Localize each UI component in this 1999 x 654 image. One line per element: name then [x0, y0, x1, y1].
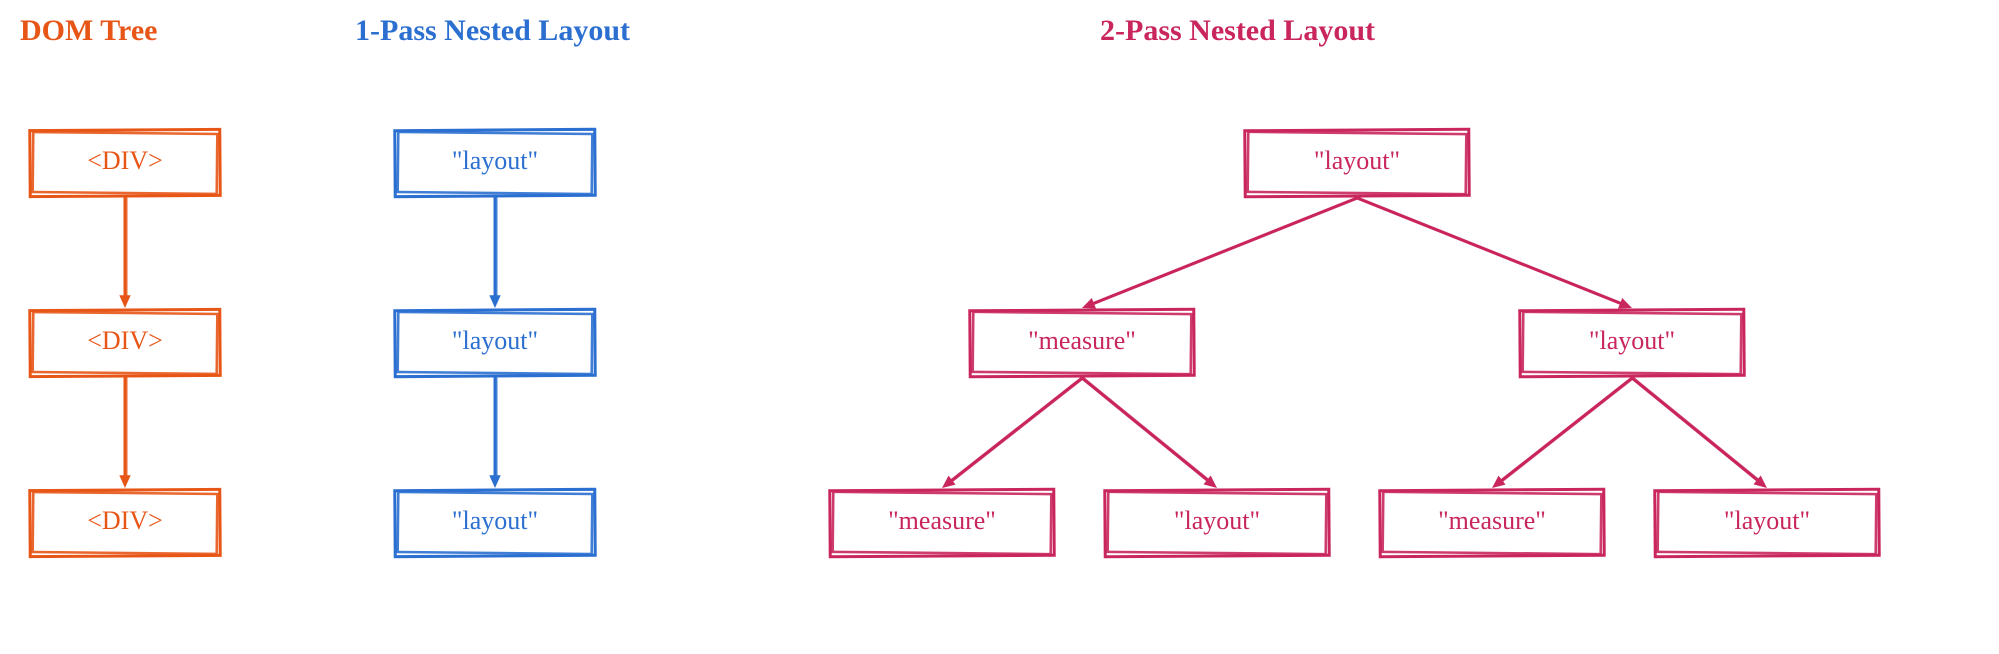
- twopass-edge: [1082, 198, 1359, 309]
- twopass-node: "measure": [830, 489, 1054, 557]
- twopass-node-label: "measure": [1028, 326, 1136, 355]
- onepass-node: "layout": [395, 489, 595, 556]
- twopass-node: "layout": [1520, 309, 1744, 377]
- twopass-node: "measure": [1380, 489, 1604, 557]
- onepass-node: "layout": [395, 309, 595, 376]
- twopass-node-label: "measure": [888, 506, 996, 535]
- onepass-node: "layout": [395, 129, 595, 196]
- twopass-edge: [942, 378, 1084, 488]
- twopass-node-label: "layout": [1314, 146, 1400, 175]
- dom-edge: [119, 198, 130, 308]
- twopass-node-label: "layout": [1589, 326, 1675, 355]
- onepass-title: 1-Pass Nested Layout: [355, 14, 630, 47]
- twopass-edge: [1082, 378, 1217, 488]
- twopass-node: "layout": [1655, 489, 1879, 557]
- dom-node: <DIV>: [30, 129, 220, 196]
- onepass-node-label: "layout": [452, 146, 538, 175]
- dom-edge: [119, 378, 130, 488]
- dom-node: <DIV>: [30, 309, 220, 376]
- dom-node-label: <DIV>: [87, 326, 163, 355]
- twopass-edge: [1632, 378, 1767, 488]
- dom-node: <DIV>: [30, 489, 220, 556]
- dom-node-label: <DIV>: [87, 146, 163, 175]
- dom-title: DOM Tree: [20, 14, 157, 47]
- twopass-node: "layout": [1105, 489, 1329, 557]
- twopass-node-label: "measure": [1438, 506, 1546, 535]
- onepass-edge: [489, 378, 500, 488]
- twopass-node-label: "layout": [1724, 506, 1810, 535]
- dom-node-label: <DIV>: [87, 506, 163, 535]
- onepass-edge: [489, 198, 500, 308]
- twopass-edge: [1357, 198, 1632, 309]
- twopass-node-label: "layout": [1174, 506, 1260, 535]
- onepass-node-label: "layout": [452, 506, 538, 535]
- twopass-title: 2-Pass Nested Layout: [1100, 14, 1375, 47]
- onepass-node-label: "layout": [452, 326, 538, 355]
- twopass-edge: [1492, 378, 1634, 488]
- twopass-node: "measure": [970, 309, 1194, 377]
- twopass-node: "layout": [1245, 129, 1469, 197]
